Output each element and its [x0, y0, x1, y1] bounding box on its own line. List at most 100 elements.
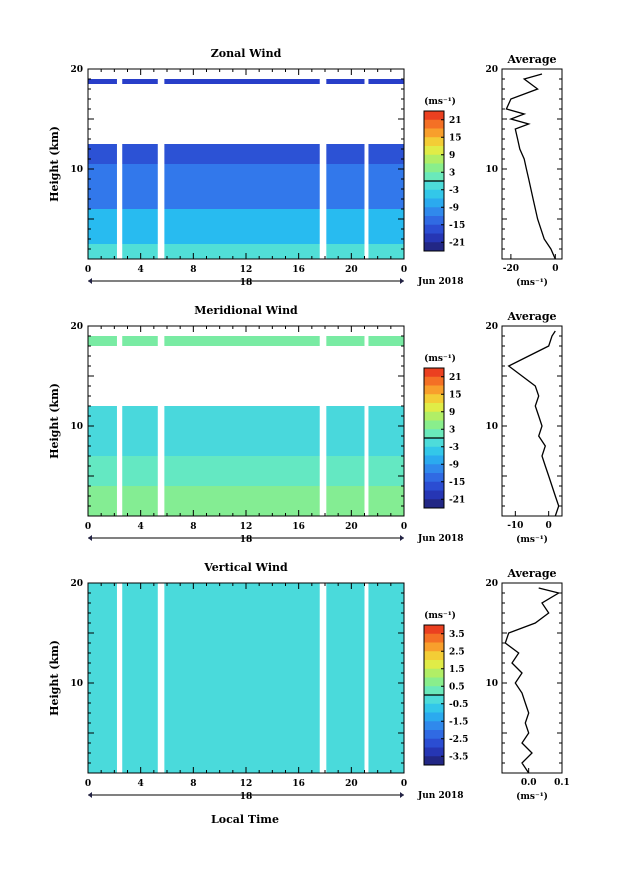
panel-title: Zonal Wind: [211, 47, 282, 60]
x-tick-label: 0: [401, 265, 407, 275]
data-layer: [88, 583, 404, 773]
y-tick-label: 20: [70, 579, 83, 589]
avg-y-tick-label: 20: [485, 65, 498, 75]
colorbar-tick-label: -3: [449, 443, 459, 453]
data-gap: [157, 583, 165, 773]
average-profile-line: [507, 330, 560, 517]
y-tick-label: 20: [70, 322, 83, 332]
x-tick-label: 12: [240, 522, 253, 532]
colorbar-swatch: [424, 394, 444, 404]
colorbar-swatch: [424, 490, 444, 500]
colorbar-tick-label: 3: [449, 425, 455, 435]
x-tick-label: 0: [401, 779, 407, 789]
day-bar-arrow: [88, 792, 92, 798]
day-bar-arrow: [400, 535, 404, 541]
x-tick-label: 16: [292, 522, 305, 532]
colorbar-swatch: [424, 403, 444, 413]
colorbar-swatch: [424, 695, 444, 705]
x-tick-label: 8: [190, 522, 196, 532]
data-layer: [88, 456, 404, 486]
avg-y-tick-label: 10: [485, 165, 498, 175]
colorbar-tick-label: -15: [449, 478, 465, 488]
colorbar-tick-label: 3.5: [449, 630, 465, 640]
date-label: Jun 2018: [417, 791, 464, 801]
colorbar-swatch: [424, 660, 444, 670]
x-tick-label: 8: [190, 779, 196, 789]
colorbar-swatch: [424, 668, 444, 678]
data-gap: [157, 69, 165, 259]
colorbar-swatch: [424, 420, 444, 430]
average-frame: [501, 582, 563, 774]
colorbar-swatch: [424, 163, 444, 173]
colorbar-tick-label: 15: [449, 390, 462, 400]
colorbar-swatch: [424, 738, 444, 748]
colorbar-tick-label: -3.5: [449, 752, 468, 762]
colorbar-tick-label: 2.5: [449, 647, 465, 657]
colorbar-swatch: [424, 146, 444, 156]
y-tick-label: 10: [70, 679, 83, 689]
colorbar-swatch: [424, 651, 444, 661]
colorbar-tick-label: 21: [449, 373, 462, 383]
data-gap: [319, 583, 327, 773]
average-title: Average: [506, 310, 556, 323]
average-profile-line: [504, 587, 561, 774]
avg-unit: (ms⁻¹): [516, 534, 548, 545]
x-tick-label: 20: [345, 522, 358, 532]
x-tick-label: 20: [345, 779, 358, 789]
x-tick-label: 0: [85, 522, 91, 532]
colorbar-tick-label: 9: [449, 408, 455, 418]
day-bar-arrow: [88, 535, 92, 541]
colorbar-swatch: [424, 181, 444, 191]
colorbar-swatch: [424, 154, 444, 164]
avg-y-tick-label: 10: [485, 679, 498, 689]
x-tick-label: 20: [345, 265, 358, 275]
x-tick-label: 0: [401, 522, 407, 532]
avg-x-tick-label: -10: [507, 521, 523, 531]
colorbar-swatch: [424, 128, 444, 138]
colorbar-swatch: [424, 242, 444, 252]
colorbar-swatch: [424, 625, 444, 635]
colorbar-tick-label: -9: [449, 460, 459, 470]
colorbar-tick-label: -21: [449, 495, 465, 505]
avg-x-tick-label: 0.1: [554, 778, 570, 788]
colorbar-swatch: [424, 376, 444, 386]
data-layer: [88, 164, 404, 209]
data-gap: [364, 326, 369, 516]
colorbar-swatch: [424, 429, 444, 439]
x-tick-label: 16: [292, 779, 305, 789]
colorbar-swatch: [424, 756, 444, 766]
data-gap: [319, 326, 327, 516]
colorbar-swatch: [424, 119, 444, 129]
y-axis-label: Height (km): [48, 383, 61, 459]
colorbar-unit: (ms⁻¹): [424, 353, 456, 364]
colorbar-swatch: [424, 455, 444, 465]
y-tick-label: 10: [70, 422, 83, 432]
average-frame: [501, 325, 563, 517]
colorbar-swatch: [424, 172, 444, 182]
date-label: Jun 2018: [417, 277, 464, 287]
data-gap: [116, 69, 123, 259]
data-gap: [116, 583, 123, 773]
colorbar-tick-label: 15: [449, 133, 462, 143]
colorbar-swatch: [424, 446, 444, 456]
data-gap: [364, 583, 369, 773]
y-axis-label: Height (km): [48, 126, 61, 202]
colorbar-swatch: [424, 703, 444, 713]
x-tick-label: 4: [138, 522, 144, 532]
x-axis-label: Local Time: [211, 813, 279, 826]
colorbar-swatch: [424, 368, 444, 378]
day-label: 18: [240, 792, 253, 802]
colorbar-swatch: [424, 642, 444, 652]
colorbar-swatch: [424, 385, 444, 395]
data-layer: [88, 336, 404, 346]
data-gap: [157, 326, 165, 516]
x-tick-label: 12: [240, 779, 253, 789]
avg-x-tick-label: -20: [503, 264, 519, 274]
x-tick-label: 12: [240, 265, 253, 275]
avg-x-tick-label: 0.0: [521, 778, 537, 788]
colorbar-tick-label: 9: [449, 151, 455, 161]
colorbar-tick-label: 1.5: [449, 665, 465, 675]
colorbar-tick-label: -15: [449, 221, 465, 231]
colorbar-tick-label: -21: [449, 238, 465, 248]
